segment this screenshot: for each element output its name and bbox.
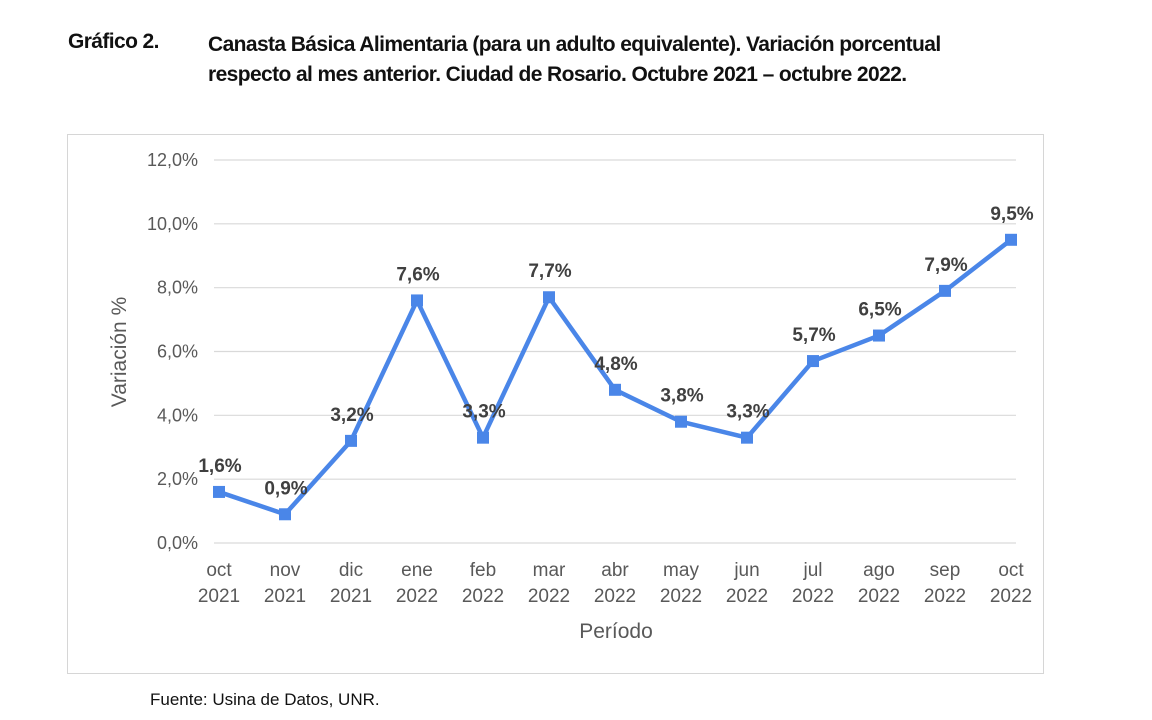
data-label: 9,5% (990, 204, 1033, 225)
y-tick-label: 10,0% (147, 214, 198, 234)
data-label: 3,3% (462, 402, 505, 423)
x-tick-label-year: 2022 (396, 586, 438, 607)
x-tick-label-year: 2022 (528, 586, 570, 607)
y-tick-label: 0,0% (157, 533, 198, 553)
x-tick-label-year: 2022 (924, 586, 966, 607)
data-label: 3,3% (726, 402, 769, 423)
x-tick-label: jun (733, 560, 759, 581)
data-point (807, 355, 819, 368)
source-note: Fuente: Usina de Datos, UNR. (150, 690, 380, 709)
data-point (411, 294, 423, 307)
data-label: 7,7% (528, 261, 571, 282)
data-label: 7,6% (396, 264, 439, 285)
y-tick-label: 12,0% (147, 150, 198, 170)
data-label: 4,8% (594, 354, 637, 375)
data-point (345, 434, 357, 447)
data-point (939, 284, 951, 297)
data-label: 1,6% (198, 456, 241, 477)
data-point (675, 415, 687, 428)
y-tick-label: 4,0% (157, 405, 198, 425)
x-tick-label: sep (930, 560, 961, 581)
y-axis-title: Variación % (108, 297, 131, 408)
x-tick-label: oct (998, 560, 1024, 581)
data-label: 3,8% (660, 386, 703, 407)
data-label: 5,7% (792, 325, 835, 346)
figure-title: Canasta Básica Alimentaria (para un adul… (208, 30, 1108, 90)
data-label: 6,5% (858, 300, 901, 321)
x-tick-label: jul (802, 560, 822, 581)
x-tick-label: ene (401, 560, 433, 581)
x-tick-label: nov (270, 560, 301, 581)
data-point (279, 508, 291, 521)
chart-area (67, 134, 1044, 674)
y-tick-label: 2,0% (157, 469, 198, 489)
figure-title-line-1: Canasta Básica Alimentaria (para un adul… (208, 33, 941, 56)
x-tick-label-year: 2022 (660, 586, 702, 607)
x-tick-label: mar (533, 560, 566, 581)
x-tick-label-year: 2022 (990, 586, 1032, 607)
series-line (218, 238, 1013, 517)
x-tick-label-year: 2021 (330, 586, 372, 607)
data-label: 0,9% (264, 478, 307, 499)
data-point (543, 291, 555, 304)
data-point (609, 383, 621, 396)
x-tick-label: dic (339, 560, 363, 581)
x-tick-label-year: 2021 (264, 586, 306, 607)
y-tick-label: 6,0% (157, 342, 198, 362)
data-point (213, 485, 225, 498)
x-tick-label-year: 2022 (792, 586, 834, 607)
x-tick-label: feb (470, 560, 496, 581)
x-tick-label-year: 2022 (858, 586, 900, 607)
figure-label: Gráfico 2. (68, 30, 159, 53)
x-tick-label: abr (601, 560, 629, 581)
x-tick-label-year: 2022 (462, 586, 504, 607)
data-label: 7,9% (924, 255, 967, 276)
y-tick-label: 8,0% (157, 278, 198, 298)
x-tick-label-year: 2022 (726, 586, 768, 607)
x-tick-label-year: 2021 (198, 586, 240, 607)
x-axis-title: Período (579, 620, 653, 643)
x-tick-label: oct (206, 560, 232, 581)
data-point (477, 431, 489, 444)
figure-title-line-2: respecto al mes anterior. Ciudad de Rosa… (208, 63, 907, 86)
data-point (1005, 233, 1017, 246)
data-label: 3,2% (330, 405, 373, 426)
x-tick-label: may (663, 560, 699, 581)
x-tick-label: ago (863, 560, 895, 581)
data-point (741, 431, 753, 444)
x-tick-label-year: 2022 (594, 586, 636, 607)
data-point (873, 329, 885, 342)
